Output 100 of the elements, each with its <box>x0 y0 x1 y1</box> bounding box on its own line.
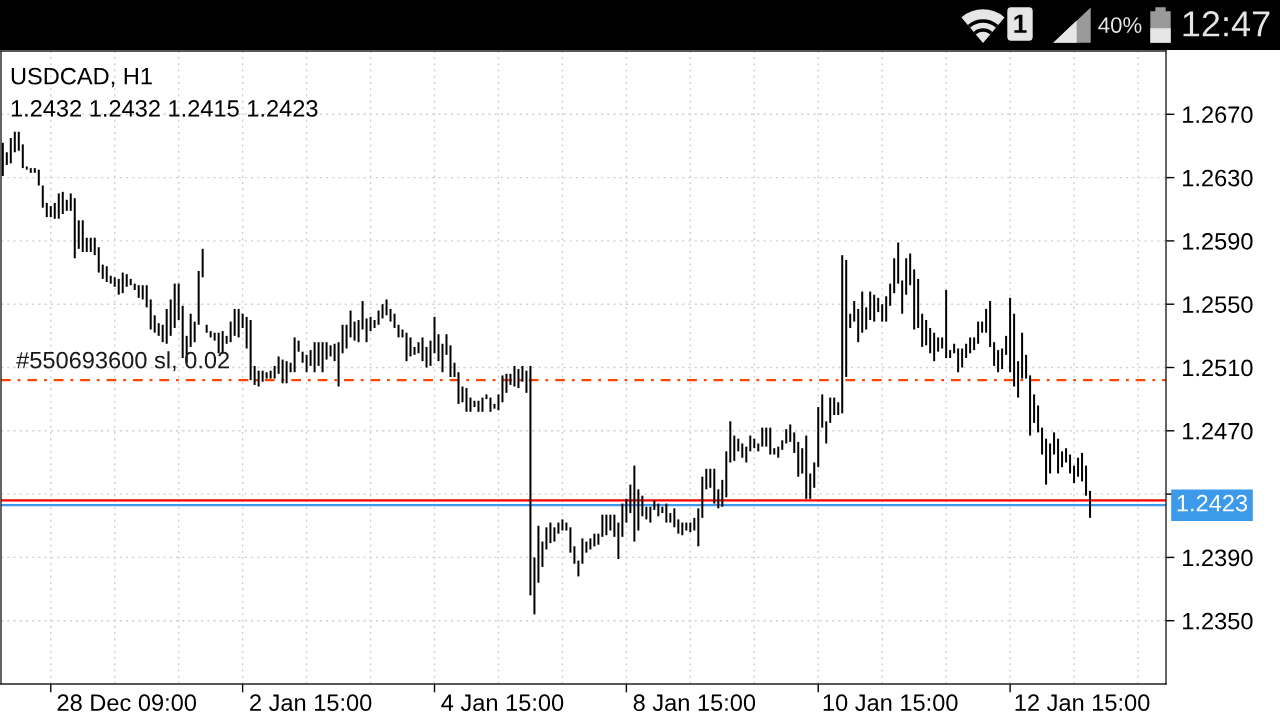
bar <box>1073 465 1076 484</box>
bar <box>81 220 84 252</box>
bar <box>849 313 852 328</box>
bar <box>981 321 984 333</box>
bar <box>201 248 204 278</box>
bar <box>905 258 908 295</box>
bar <box>169 299 172 336</box>
bar <box>25 166 28 170</box>
bar <box>293 337 296 373</box>
ref-line-label: 1.2423 <box>1177 494 1248 512</box>
bar <box>125 274 128 287</box>
bar <box>37 169 40 186</box>
bar <box>605 514 608 536</box>
bar <box>781 440 784 450</box>
bar <box>241 313 244 328</box>
bar <box>937 337 940 352</box>
y-tick-label: 1.2390 <box>1183 549 1253 567</box>
bar <box>329 345 332 357</box>
bar <box>413 346 416 355</box>
bar <box>757 443 760 452</box>
bar <box>657 503 660 517</box>
bar <box>977 321 980 344</box>
bar <box>965 343 968 358</box>
bar <box>389 308 392 322</box>
bar <box>521 365 524 382</box>
bar <box>821 394 824 428</box>
bar <box>45 202 48 218</box>
bar <box>869 291 872 321</box>
bar <box>209 331 212 338</box>
bar <box>809 473 812 499</box>
bar <box>889 283 892 306</box>
bar <box>461 386 464 403</box>
bar <box>189 313 192 347</box>
bar <box>941 337 944 349</box>
bar <box>893 258 896 294</box>
bar <box>1061 451 1064 468</box>
bar <box>101 264 104 279</box>
bar <box>433 316 436 354</box>
bar <box>1005 335 1008 355</box>
bar <box>149 299 152 330</box>
bar <box>477 400 480 412</box>
bar <box>1001 348 1004 370</box>
bar <box>309 350 312 366</box>
bar <box>69 193 72 211</box>
bar <box>669 513 672 523</box>
bar <box>393 313 396 328</box>
bar <box>857 308 860 343</box>
bar <box>733 435 736 461</box>
bar <box>105 266 108 283</box>
bar <box>133 283 136 290</box>
bar <box>513 365 516 387</box>
bar <box>369 316 372 332</box>
bar <box>1053 432 1056 455</box>
bar <box>989 301 992 347</box>
bar <box>441 343 444 373</box>
bar <box>469 397 472 412</box>
bar <box>945 289 948 358</box>
bar <box>913 269 916 330</box>
bar <box>813 462 816 488</box>
bar <box>197 270 200 325</box>
bar <box>737 438 740 452</box>
bar <box>173 283 176 328</box>
bar <box>701 476 704 518</box>
bar <box>1029 375 1032 436</box>
bar <box>577 560 580 577</box>
bar <box>949 350 952 358</box>
bar <box>709 468 712 488</box>
bar <box>593 533 596 547</box>
bar <box>161 324 164 343</box>
bar <box>509 373 512 385</box>
bar <box>957 348 960 373</box>
y-tick-label: 1.2350 <box>1183 612 1253 630</box>
bar <box>1057 438 1060 474</box>
bar <box>481 397 484 412</box>
bar <box>57 193 60 219</box>
bar <box>601 514 604 537</box>
bar <box>129 278 132 286</box>
bar <box>1009 297 1012 373</box>
bar <box>917 278 920 328</box>
bar <box>1037 405 1040 433</box>
bar <box>769 427 772 455</box>
bar <box>505 373 508 393</box>
bar <box>449 345 452 377</box>
bar <box>321 342 324 373</box>
bar <box>157 323 160 336</box>
bar <box>897 242 900 284</box>
y-tick-label: 1.2630 <box>1183 169 1253 187</box>
bar <box>697 508 700 547</box>
bar <box>933 332 936 362</box>
bar <box>445 334 448 355</box>
bar <box>873 294 876 322</box>
x-tick-label: 10 Jan 15:00 <box>823 694 958 712</box>
bar <box>421 337 424 362</box>
bar <box>625 498 628 523</box>
bar <box>585 541 588 553</box>
bar <box>417 342 420 354</box>
bar <box>573 546 576 564</box>
bar <box>613 514 616 537</box>
bar <box>1065 448 1068 463</box>
bar <box>581 538 584 564</box>
